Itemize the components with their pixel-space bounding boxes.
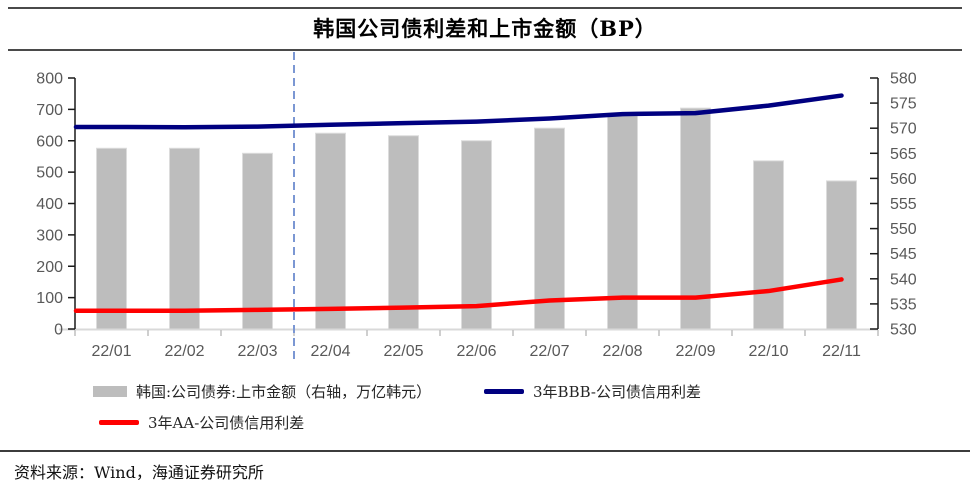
x-axis-ticks [74, 330, 879, 336]
data-source: 资料来源：Wind，海通证券研究所 [14, 463, 264, 482]
svg-text:22/01: 22/01 [91, 343, 131, 360]
svg-text:200: 200 [36, 259, 63, 276]
legend-item-bbb-spread: 3年BBB-公司债信用利差 [484, 381, 701, 402]
bar-22/04 [315, 132, 346, 330]
svg-text:0: 0 [54, 322, 63, 339]
line-series-aa [73, 277, 844, 314]
bar-22/05 [388, 135, 419, 330]
svg-text:300: 300 [36, 227, 63, 244]
legend-label-aa-spread: 3年AA-公司债信用利差 [148, 414, 305, 432]
bar-22/02 [169, 147, 200, 330]
svg-text:500: 500 [36, 165, 63, 182]
footer-rule [0, 450, 970, 452]
svg-text:22/10: 22/10 [748, 343, 788, 360]
top-rule [8, 7, 962, 9]
svg-text:800: 800 [36, 71, 63, 88]
svg-text:22/07: 22/07 [529, 343, 569, 360]
svg-text:22/09: 22/09 [675, 343, 715, 360]
x-axis-labels: 22/01 22/02 22/03 22/04 22/05 22/06 22/07 22/08… [91, 343, 861, 360]
svg-text:560: 560 [890, 171, 917, 188]
svg-text:700: 700 [36, 102, 63, 119]
bar-22/01 [96, 147, 127, 330]
aa-line-swatch-icon [99, 420, 139, 425]
svg-text:530: 530 [890, 322, 917, 339]
svg-text:600: 600 [36, 133, 63, 150]
bar-series-swatch-icon [93, 386, 127, 397]
bar-22/07 [534, 127, 565, 330]
svg-text:22/05: 22/05 [383, 343, 423, 360]
svg-text:545: 545 [890, 246, 917, 263]
svg-text:22/08: 22/08 [602, 343, 642, 360]
legend-label-bbb-spread: 3年BBB-公司债信用利差 [533, 383, 701, 401]
bar-22/03 [242, 152, 273, 330]
bar-series [96, 107, 857, 330]
chart-title: 韩国公司债利差和上市金额（BP） [313, 16, 657, 41]
svg-text:550: 550 [890, 221, 917, 238]
bbb-line-swatch-icon [484, 389, 524, 394]
bar-22/06 [461, 140, 492, 330]
svg-text:535: 535 [890, 296, 917, 313]
svg-text:22/11: 22/11 [822, 343, 861, 360]
bar-22/11 [826, 180, 857, 330]
chart-plot-area: 0 100 200 300 400 500 600 700 800 530 535 540 545 550… [36, 52, 917, 362]
left-axis: 0 100 200 300 400 500 600 700 800 [36, 71, 76, 339]
svg-text:22/04: 22/04 [310, 343, 350, 360]
svg-text:100: 100 [36, 290, 63, 307]
svg-text:540: 540 [890, 271, 917, 288]
svg-text:22/02: 22/02 [164, 343, 204, 360]
bar-22/08 [607, 115, 638, 330]
legend-item-aa-spread: 3年AA-公司债信用利差 [99, 412, 304, 433]
legend-label-listing-amount: 韩国:公司债券:上市金额（右轴，万亿韩元） [136, 383, 432, 401]
svg-text:580: 580 [890, 71, 917, 88]
svg-text:22/06: 22/06 [456, 343, 496, 360]
line-series-bbb [73, 93, 844, 130]
svg-text:555: 555 [890, 196, 917, 213]
svg-text:565: 565 [890, 146, 917, 163]
title-underline-rule [8, 49, 962, 51]
svg-text:22/03: 22/03 [237, 343, 277, 360]
right-axis: 530 535 540 545 550 555 560 565 570 575 580 [870, 71, 917, 339]
legend-item-listing-amount: 韩国:公司债券:上市金额（右轴，万亿韩元） [93, 381, 431, 402]
bar-22/10 [753, 160, 784, 330]
svg-text:400: 400 [36, 196, 63, 213]
svg-text:570: 570 [890, 121, 917, 138]
svg-text:575: 575 [890, 96, 917, 113]
